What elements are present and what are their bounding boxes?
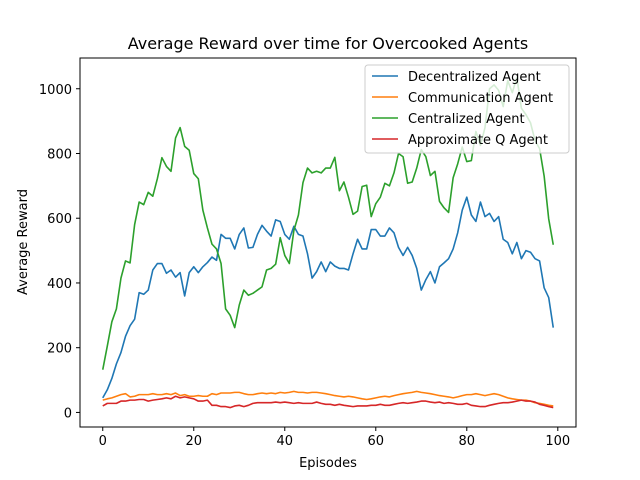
y-axis-ticks: 0 200 400 600 800 1000 <box>39 83 80 421</box>
legend-label-3: Approximate Q Agent <box>408 133 548 148</box>
y-tick-label: 0 <box>64 406 72 421</box>
axes-frame <box>79 57 577 428</box>
x-tick-label: 20 <box>185 434 202 449</box>
legend-label-1: Communication Agent <box>408 91 553 106</box>
x-tick-label: 60 <box>368 434 385 449</box>
x-axis-label: Episodes <box>299 456 357 471</box>
x-tick-label: 100 <box>545 434 570 449</box>
x-tick-label: 80 <box>459 434 476 449</box>
y-tick-label: 200 <box>47 342 72 357</box>
plot-lines <box>101 76 555 409</box>
x-axis-ticks: 0 20 40 60 80 100 <box>99 427 570 449</box>
y-tick-label: 1000 <box>39 83 72 98</box>
chart-title: Average Reward over time for Overcooked … <box>128 34 529 53</box>
x-tick-label: 0 <box>99 434 107 449</box>
y-tick-label: 400 <box>47 277 72 292</box>
series-line-1 <box>102 390 554 407</box>
legend-label-0: Decentralized Agent <box>408 70 541 85</box>
y-tick-label: 800 <box>47 147 72 162</box>
legend: Decentralized Agent Communication Agent Ce… <box>364 64 570 154</box>
y-axis-label: Average Reward <box>16 189 31 295</box>
legend-box <box>364 64 570 154</box>
legend-label-2: Centralized Agent <box>408 112 525 127</box>
series-line-0 <box>102 196 555 399</box>
y-tick-label: 600 <box>47 212 72 227</box>
x-tick-label: 40 <box>276 434 293 449</box>
series-line-3 <box>102 395 554 409</box>
